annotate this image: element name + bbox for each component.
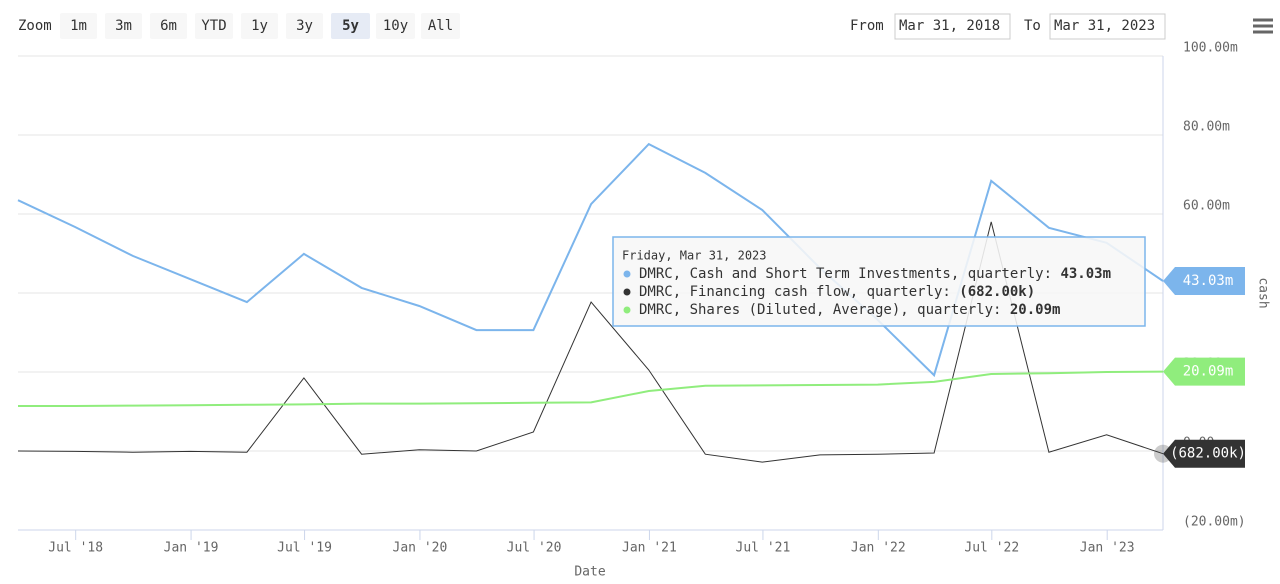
flag-label: 43.03m [1183, 273, 1234, 289]
zoom-button: 6m [150, 13, 187, 39]
value-flag: 43.03m [1163, 267, 1245, 296]
zoom-button[interactable]: 10y [376, 13, 415, 39]
tooltip-line: DMRC, Financing cash flow, quarterly: (6… [639, 284, 1035, 300]
button-bg [376, 13, 415, 39]
y-tick-label: 100.00m [1183, 41, 1238, 56]
flag-label: 20.09m [1183, 364, 1234, 380]
zoom-button: 1m [60, 13, 97, 39]
to-input[interactable] [1049, 13, 1166, 40]
button-label: 3m [115, 18, 132, 34]
button-bg [421, 13, 460, 39]
tooltip-marker [623, 288, 631, 296]
button-label: All [428, 18, 453, 34]
x-tick-label: Jul '18 [48, 541, 103, 556]
zoom-button: 3m [105, 13, 142, 39]
flag-shape [1163, 357, 1245, 386]
x-tick-label: Jan '20 [393, 541, 448, 556]
x-tick-label: Jan '21 [622, 541, 677, 556]
tooltip-header: Friday, Mar 31, 2023 [622, 249, 767, 263]
button-label: 10y [383, 18, 408, 34]
button-bg [60, 13, 97, 39]
x-tick-label: Jan '23 [1080, 541, 1135, 556]
y-tick-label: (20.00m) [1183, 515, 1246, 530]
tooltip-value: 20.09m [1010, 302, 1061, 318]
menu-icon[interactable] [1250, 16, 1276, 38]
x-tick-label: Jul '21 [736, 541, 791, 556]
value-flag: 20.09m [1163, 357, 1245, 386]
button-label: 3y [296, 18, 313, 34]
button-label: YTD [201, 18, 226, 34]
button-bg [241, 13, 278, 39]
tooltip-box [612, 236, 1146, 327]
button-label: 6m [160, 18, 177, 34]
button-label: 1y [251, 18, 268, 34]
tooltip-line: DMRC, Cash and Short Term Investments, q… [639, 266, 1111, 282]
zoom-label: Zoom [18, 18, 52, 34]
value-flag: (682.00k) [1154, 439, 1246, 468]
zoom-button[interactable]: YTD [195, 13, 233, 39]
y-tick-label: 80.00m [1183, 120, 1230, 135]
to-value: Mar 31, 2023 [1054, 18, 1155, 34]
button-bg [195, 13, 233, 39]
button-bg [286, 13, 323, 39]
zoom-button: 1y [241, 13, 278, 39]
zoom-button[interactable]: 5y [331, 13, 370, 39]
from-input[interactable] [894, 13, 1011, 40]
flag-label: (682.00k) [1170, 446, 1246, 462]
to-label: To [1024, 18, 1041, 34]
from-value: Mar 31, 2018 [899, 18, 1000, 34]
tooltip-text: DMRC, Shares (Diluted, Average), quarter… [639, 302, 1010, 318]
zoom-button[interactable]: 3y [286, 13, 323, 39]
button-bg [150, 13, 187, 39]
x-tick-label: Jan '19 [164, 541, 219, 556]
button-bg [105, 13, 142, 39]
button-label: 5y [342, 18, 359, 34]
flag-shape [1163, 267, 1245, 296]
tooltip-marker [623, 270, 631, 278]
x-tick-label: Jul '20 [507, 541, 562, 556]
tooltip-text: DMRC, Cash and Short Term Investments, q… [639, 266, 1060, 282]
tooltip-value: 43.03m [1060, 266, 1111, 282]
zoom-button[interactable]: All [421, 13, 460, 39]
series-line [18, 370, 1164, 407]
tooltip-marker [623, 306, 631, 314]
button-label: 1m [70, 18, 87, 34]
from-label: From [850, 18, 884, 34]
y-axis-title: cash [1256, 277, 1271, 308]
tooltip-line: DMRC, Shares (Diluted, Average), quarter… [639, 302, 1060, 318]
x-tick-label: Jul '22 [964, 541, 1019, 556]
x-tick-label: Jul '19 [277, 541, 332, 556]
flag-shape [1163, 439, 1245, 468]
tooltip-value: (682.00k) [959, 284, 1035, 300]
tooltip-text: DMRC, Financing cash flow, quarterly: [639, 284, 959, 300]
x-axis-title: Date [574, 565, 605, 580]
button-bg [331, 13, 370, 39]
y-tick-label: 60.00m [1183, 199, 1230, 214]
x-tick-label: Jan '22 [851, 541, 906, 556]
tooltip: Friday, Mar 31, 2023 DMRC, Cash and Short… [612, 236, 1146, 327]
